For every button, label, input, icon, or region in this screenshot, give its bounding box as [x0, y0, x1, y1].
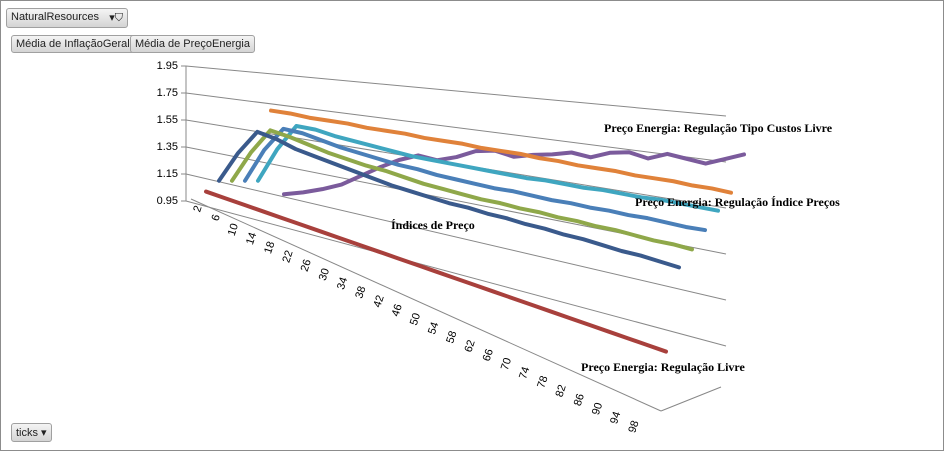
x-tick-label: 70 [499, 356, 514, 371]
y-tick-label: 1.55 [157, 114, 178, 126]
x-tick-label: 34 [335, 276, 350, 291]
x-tick-label: 74 [517, 365, 532, 380]
x-tick-label: 30 [317, 267, 332, 282]
x-tick-label: 94 [608, 410, 623, 425]
x-tick-label: 50 [408, 312, 423, 327]
x-tick-label: 22 [280, 249, 295, 264]
series-line [256, 123, 720, 213]
y-tick-label: 1.95 [157, 60, 178, 72]
series-line [269, 108, 733, 195]
x-tick-label: 82 [554, 383, 569, 398]
series-line [243, 126, 707, 233]
grid-line [185, 92, 727, 163]
axis-label: ticks [16, 427, 38, 439]
annotation: Índices de Preço [391, 218, 475, 232]
floor-edge [660, 386, 722, 412]
x-tick-label: 66 [481, 347, 496, 362]
series-line [230, 128, 694, 252]
value-button[interactable]: Média de PreçoEnergia [130, 35, 255, 53]
axis-button[interactable]: ticks ▾ [11, 423, 52, 442]
x-axis [190, 198, 662, 412]
series-line [217, 129, 681, 270]
x-tick-label: 90 [590, 401, 605, 416]
y-tick-label: 1.15 [157, 168, 178, 180]
x-tick-label: 62 [463, 338, 478, 353]
x-tick-label: 54 [426, 321, 441, 336]
value-button[interactable]: Média de InflaçãoGeral [11, 35, 135, 53]
filter-button[interactable]: NaturalResources ▾⛉ [6, 8, 128, 28]
x-tick-label: 26 [299, 258, 314, 273]
series-line [282, 148, 746, 197]
annotation: Preço Energia: Regulação Livre [581, 360, 746, 374]
x-tick-label: 6 [210, 213, 223, 223]
x-tick-label: 14 [244, 231, 259, 246]
x-tick-label: 98 [626, 419, 641, 434]
grid-line [185, 200, 727, 347]
y-tick-label: 0.95 [157, 195, 178, 207]
y-tick-label: 1.75 [157, 87, 178, 99]
x-tick-label: 18 [262, 240, 277, 255]
filter-label: NaturalResources [11, 11, 100, 23]
y-tick-label: 1.35 [157, 141, 178, 153]
x-tick-label: 10 [226, 222, 241, 237]
x-tick-label: 58 [444, 330, 459, 345]
annotation: Preço Energia: Regulação Tipo Custos Liv… [604, 121, 833, 135]
x-tick-label: 86 [572, 392, 587, 407]
annotation: Preço Energia: Regulação Índice Preços [635, 195, 840, 209]
series-line [204, 189, 668, 354]
filter-icon: ▾⛉ [109, 12, 123, 24]
x-tick-label: 42 [372, 294, 387, 309]
grid-line [185, 65, 727, 117]
x-tick-label: 2 [191, 204, 204, 214]
x-tick-label: 38 [353, 285, 368, 300]
x-tick-label: 78 [535, 374, 550, 389]
grid-line [185, 173, 727, 301]
x-tick-label: 46 [390, 303, 405, 318]
